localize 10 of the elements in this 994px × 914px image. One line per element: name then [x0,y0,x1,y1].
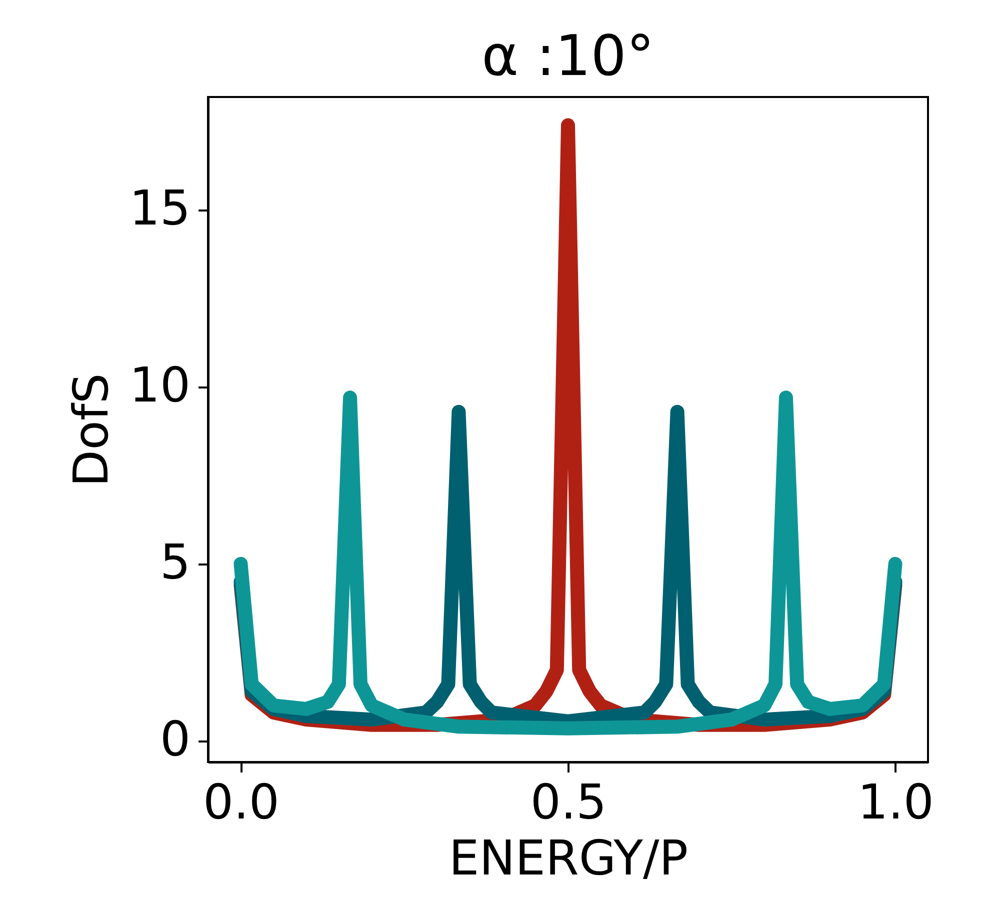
x-tick-label: 1.0 [858,774,934,830]
chart-title: α :10° [482,24,654,89]
y-tick-label: 0 [160,711,190,768]
x-tick-label: 0.5 [530,774,607,830]
y-tick-label: 10 [129,358,190,414]
y-tick-label: 15 [129,180,190,237]
y-tick-label: 5 [160,534,190,590]
x-axis-title: ENERGY/P [448,830,688,886]
x-tick-label: 0.0 [203,774,280,830]
y-axis-title: DofS [63,373,120,487]
